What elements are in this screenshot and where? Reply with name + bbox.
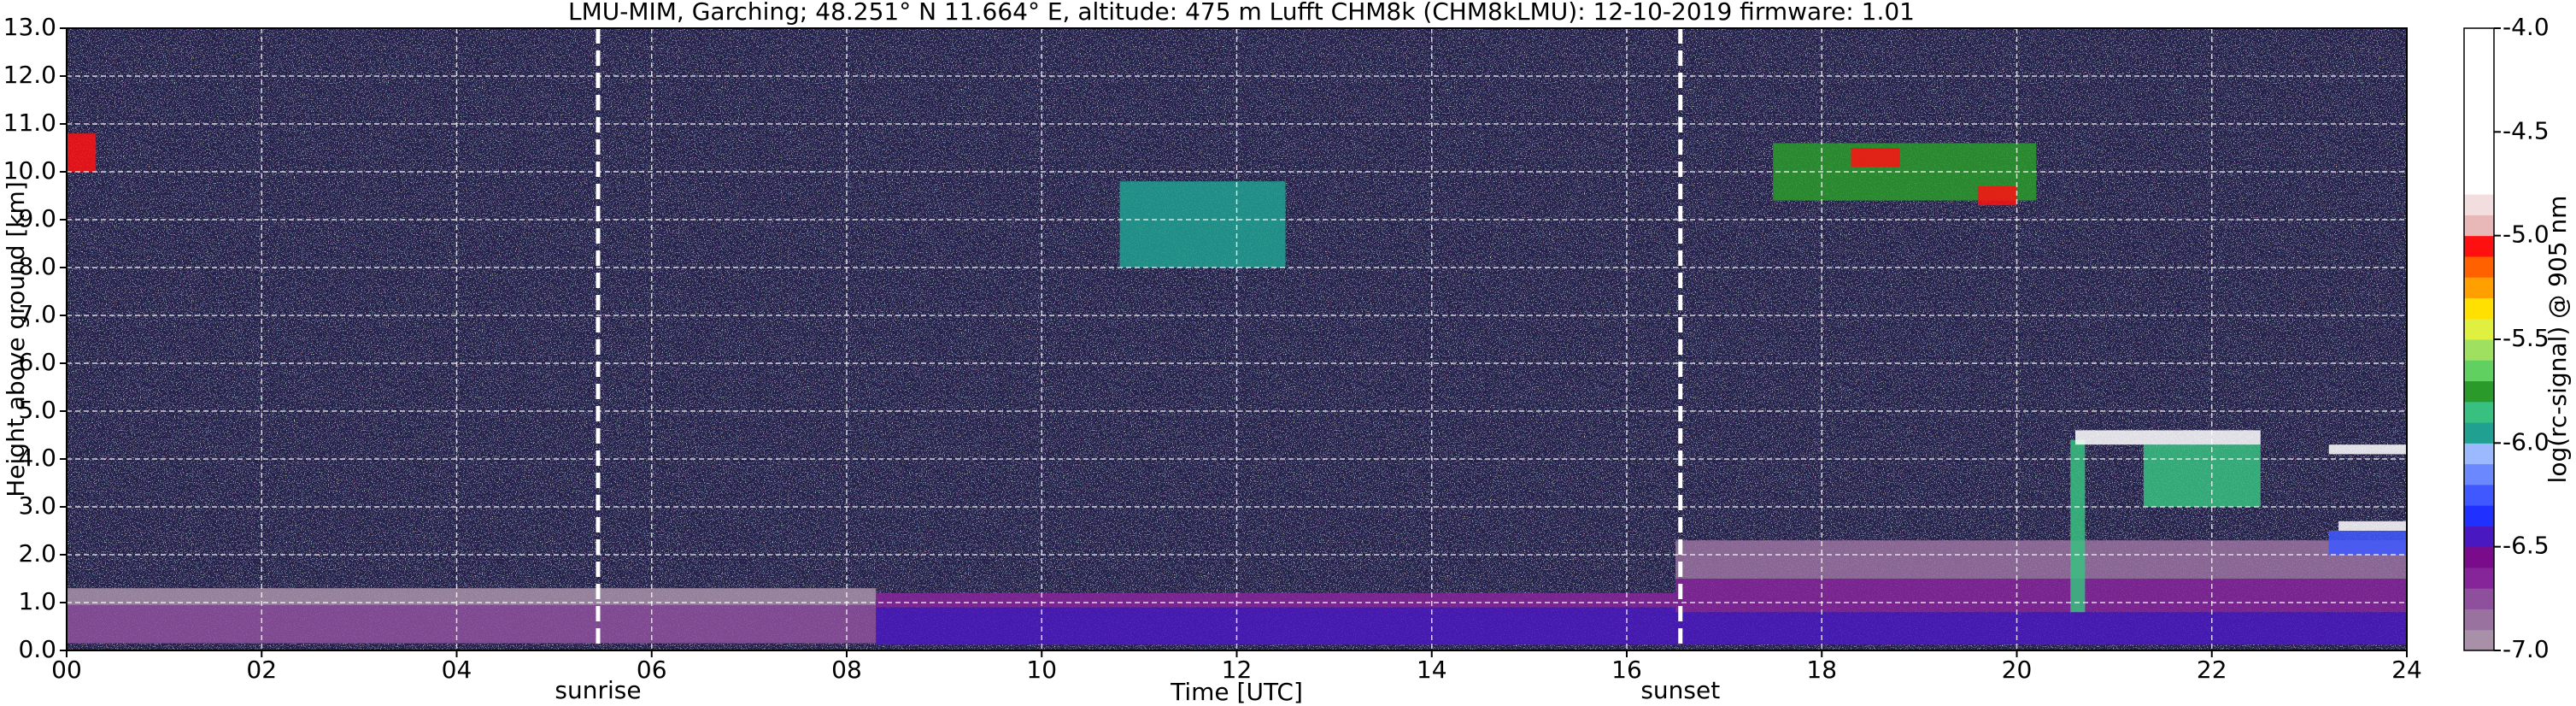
colorbar-cell <box>2464 484 2494 506</box>
colorbar-cell <box>2464 629 2494 651</box>
colorbar-cell <box>2464 526 2494 548</box>
annotation-label: sunset <box>1640 676 1720 704</box>
colorbar-cell <box>2464 297 2494 320</box>
x-tick-label: 08 <box>831 656 862 684</box>
signal-region <box>1675 540 2407 579</box>
signal-region <box>67 588 877 605</box>
signal-region <box>2328 444 2407 455</box>
colorbar-cell <box>2464 215 2494 237</box>
y-tick-label: 3.0 <box>18 491 56 520</box>
signal-region <box>2328 531 2407 555</box>
signal-region <box>876 592 1676 608</box>
colorbar-cell <box>2464 567 2494 589</box>
colorbar-tick-label: -7.0 <box>2503 635 2550 663</box>
x-tick-label: 10 <box>1026 656 1057 684</box>
colorbar-cell <box>2464 422 2494 444</box>
colorbar-cell <box>2464 235 2494 257</box>
colorbar-cell <box>2464 505 2494 527</box>
colorbar-tick-label: -6.0 <box>2503 427 2550 456</box>
x-tick-label: 20 <box>2002 656 2033 684</box>
colorbar-tick-label: -5.0 <box>2503 221 2550 249</box>
x-tick-label: 00 <box>51 656 82 684</box>
signal-region <box>2338 521 2407 531</box>
colorbar-cell <box>2464 111 2494 132</box>
x-tick-label: 02 <box>246 656 277 684</box>
signal-region <box>1119 181 1286 268</box>
colorbar-cell <box>2464 546 2494 568</box>
plot-frame <box>66 27 2408 651</box>
x-tick-label: 14 <box>1417 656 1447 684</box>
y-tick-label: 8.0 <box>18 252 56 280</box>
colorbar-label: log(rc-signal) @ 905 nm <box>2544 196 2572 484</box>
signal-region <box>2143 444 2261 507</box>
y-tick-label: 4.0 <box>18 444 56 472</box>
y-tick-label: 1.0 <box>18 587 56 615</box>
colorbar-cell <box>2464 463 2494 485</box>
y-tick-label: 5.0 <box>18 396 56 424</box>
colorbar-cell <box>2464 401 2494 423</box>
y-tick-label: 10.0 <box>3 156 56 185</box>
y-tick-label: 6.0 <box>18 348 56 376</box>
x-tick-label: 12 <box>1222 656 1253 684</box>
x-tick-label: 18 <box>1806 656 1837 684</box>
colorbar-tick-label: -5.5 <box>2503 324 2550 352</box>
y-tick-label: 9.0 <box>18 204 56 232</box>
colorbar-cell <box>2464 277 2494 298</box>
y-tick-label: 2.0 <box>18 539 56 568</box>
colorbar-cell <box>2464 49 2494 71</box>
y-tick-label: 11.0 <box>3 109 56 137</box>
y-tick-label: 13.0 <box>3 13 56 41</box>
colorbar-cell <box>2464 152 2494 174</box>
colorbar-cell <box>2464 443 2494 465</box>
colorbar-tick-label: -4.5 <box>2503 116 2550 144</box>
colorbar-tick-label: -4.0 <box>2503 13 2550 41</box>
colorbar-cell <box>2464 256 2494 278</box>
colorbar-cell <box>2464 588 2494 609</box>
chart-title: LMU-MIM, Garching; 48.251° N 11.664° E, … <box>568 0 1915 26</box>
colorbar-cell <box>2464 173 2494 195</box>
y-tick-label: 0.0 <box>18 635 56 663</box>
x-tick-label: 16 <box>1611 656 1642 684</box>
signal-region <box>67 133 97 172</box>
colorbar-cell <box>2464 69 2494 91</box>
colorbar-cell <box>2464 318 2494 340</box>
colorbar-cell <box>2464 28 2494 50</box>
y-tick-label: 12.0 <box>3 61 56 89</box>
signal-region <box>1675 579 2407 613</box>
signal-region <box>67 604 877 644</box>
colorbar-cell <box>2464 339 2494 361</box>
y-tick-label: 7.0 <box>18 300 56 328</box>
colorbar-cell <box>2464 380 2494 403</box>
colorbar-cell <box>2464 90 2494 112</box>
annotation-label: sunrise <box>555 676 641 704</box>
signal-region <box>2070 439 2086 613</box>
colorbar-cell <box>2464 360 2494 382</box>
signal-region <box>1977 185 2017 206</box>
signal-region <box>1851 148 1900 168</box>
colorbar-cell <box>2464 194 2494 215</box>
x-axis-label: Time [UTC] <box>1170 678 1303 706</box>
signal-region <box>876 607 1676 645</box>
signal-region <box>1675 612 2407 645</box>
colorbar-cell <box>2464 609 2494 631</box>
signal-region <box>2074 430 2261 445</box>
x-tick-label: 24 <box>2391 656 2422 684</box>
x-tick-label: 22 <box>2197 656 2227 684</box>
x-tick-label: 04 <box>442 656 472 684</box>
colorbar-cell <box>2464 132 2494 154</box>
colorbar-tick-label: -6.5 <box>2503 532 2550 560</box>
y-axis-label: Height above ground [km] <box>2 181 30 497</box>
x-tick-label: 06 <box>637 656 667 684</box>
